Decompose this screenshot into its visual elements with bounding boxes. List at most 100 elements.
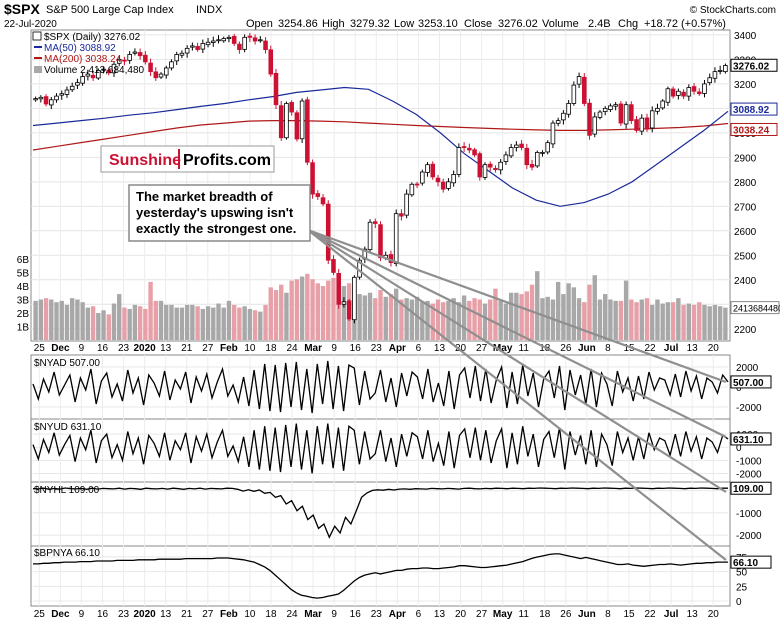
candle-body [717,70,723,72]
candle-body [550,122,556,145]
volume-bar [279,284,284,340]
candle-body [258,39,263,42]
arrow-to-nyhl [307,229,727,493]
candle-body [587,102,592,136]
candle-body [670,88,676,97]
volume-bar [122,307,127,340]
ma50-line [32,86,729,207]
x-tick-label-bottom: 18 [265,609,277,620]
x-tick-label-top: 24 [286,343,298,354]
candle-body [681,91,686,97]
legend-ma50: MA(50) 3088.92 [44,43,116,54]
nyad-line [32,360,729,414]
volume-bar [608,299,613,340]
price-panel-frame [30,29,731,342]
candle-body [649,110,655,129]
candle-body [49,99,54,106]
candle-body [195,46,200,50]
last-volume-box [730,301,780,315]
candle-body [242,36,247,50]
candle-body [59,93,65,96]
candle-body [555,120,561,124]
quote-bar: Open 3254.86 High 3279.32 Low 3253.10 Cl… [246,18,726,30]
volume-bar [184,304,190,340]
nyud-last-label: 631.10 [733,435,764,446]
candle-body [430,163,436,178]
nyhl-tick-label: -2000 [736,531,762,542]
last-price-label-box [730,58,778,72]
chart-date: 22-Jul-2020 [4,19,57,30]
volume-tick-label: 2B [17,309,30,320]
volume-bar [252,310,258,340]
volume-bar [148,281,153,340]
candle-body [331,259,336,273]
volume-tick-label: 1B [17,323,30,334]
volume-bar [179,307,185,340]
volume-bar [54,302,59,340]
candle-body [179,52,185,56]
candle-body [143,54,148,63]
candle-body [618,103,624,124]
candle-body [435,177,441,183]
candle-body [310,162,315,195]
volume-bar [96,313,101,340]
candle-body [43,96,49,105]
candle-body [414,183,420,186]
ma200-line [32,119,729,151]
volume-bar [634,302,639,340]
nyhl-last-label: 109.00 [733,484,764,495]
x-tick-label-bottom: 18 [539,609,551,620]
x-tick-label-top: 16 [350,343,362,354]
candle-body [404,193,409,216]
candle-body [101,68,106,71]
candle-body [200,43,206,50]
volume-bar [717,306,723,340]
volume-bar [211,307,216,340]
candle-body [96,70,101,79]
legend-volume: Volume 2,413,684,480 [44,65,145,76]
candle-body [80,76,85,84]
candle-body [639,117,645,132]
volume-bar [258,311,263,340]
volume-bar [503,303,509,340]
bpnya-line [33,553,728,599]
candle-body [534,152,540,167]
volume-bar [514,292,519,340]
volume-bar [49,299,54,340]
index-name: S&P 500 Large Cap Index [46,4,174,16]
volume-bar [629,299,634,340]
volume-tick-label: 6B [17,255,30,266]
x-tick-label-bottom: 27 [202,609,214,620]
close-label: Close [464,18,492,30]
volume-bar [388,294,394,340]
x-tick-label-top: 13 [160,343,172,354]
volume-bar [670,302,676,340]
volume-bar [587,284,592,340]
volume-bar [226,300,232,340]
candle-body [372,221,378,224]
volume-bar [101,310,106,340]
volume-bar [127,308,132,340]
candle-body [252,37,258,42]
candle-body [487,163,493,168]
x-tick-label-bottom: 15 [623,609,635,620]
volume-bar [691,304,697,340]
nyud-tick-label: 0 [736,443,742,454]
volume-bar [508,292,514,340]
volume-bar [467,300,472,340]
candle-body [294,112,300,140]
volume-bar [493,288,498,340]
candle-body [33,98,38,101]
bpnya-tick-label: 25 [736,582,748,593]
volume-bar [446,300,451,340]
candle-body [456,147,462,175]
x-tick-label-top: 2020 [133,343,156,354]
volume-value: 2.4B [588,18,611,30]
last-volume-label: 2413684480 [733,304,780,314]
nyud-tick-label: -1000 [736,456,762,467]
volume-bar [425,300,430,340]
volume-bar [268,287,273,340]
volume-bar [263,304,268,340]
nyad-tick-label: 2000 [736,363,759,374]
x-tick-label-bottom: 16 [350,609,362,620]
